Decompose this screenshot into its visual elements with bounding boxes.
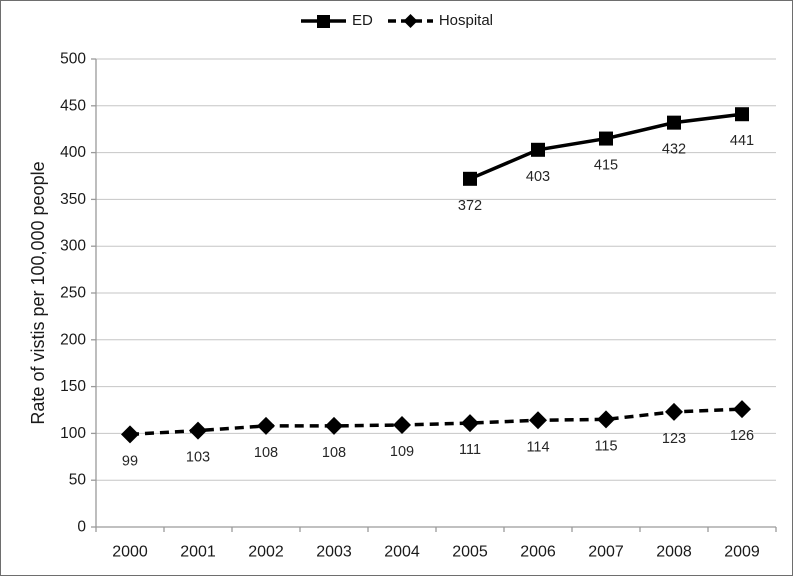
- marker-hospital: [665, 402, 683, 421]
- y-tick-label: 250: [60, 285, 86, 302]
- y-tick-label: 0: [77, 519, 86, 536]
- marker-hospital: [733, 400, 751, 419]
- marker-ed: [599, 131, 613, 146]
- x-tick-label: 2005: [452, 544, 488, 561]
- x-tick-label: 2001: [180, 544, 216, 561]
- data-label-hospital: 109: [390, 444, 414, 460]
- y-axis-title: Rate of vistis per 100,000 people: [28, 161, 48, 424]
- marker-ed: [463, 171, 477, 186]
- data-label-hospital: 126: [730, 428, 754, 444]
- marker-hospital: [325, 416, 343, 435]
- marker-hospital: [393, 415, 411, 434]
- marker-hospital: [257, 416, 275, 435]
- data-label-hospital: 123: [662, 431, 686, 447]
- x-tick-label: 2003: [316, 544, 352, 561]
- data-label-ed: 432: [662, 142, 686, 158]
- x-tick-label: 2008: [656, 544, 692, 561]
- y-tick-label: 350: [60, 191, 86, 208]
- y-tick-label: 450: [60, 97, 86, 114]
- x-tick-label: 2004: [384, 544, 420, 561]
- y-tick-label: 500: [60, 51, 86, 68]
- marker-hospital: [189, 421, 207, 440]
- marker-hospital: [121, 425, 139, 444]
- x-tick-label: 2009: [724, 544, 760, 561]
- data-label-hospital: 115: [594, 438, 617, 454]
- marker-ed: [735, 107, 749, 122]
- x-tick-label: 2007: [588, 544, 624, 561]
- y-tick-label: 400: [60, 144, 86, 161]
- y-tick-label: 200: [60, 331, 86, 348]
- marker-hospital: [597, 410, 615, 429]
- x-tick-label: 2002: [248, 544, 284, 561]
- y-tick-label: 50: [69, 472, 87, 489]
- series-line-hospital: [129, 407, 743, 437]
- data-label-ed: 441: [730, 133, 754, 149]
- y-tick-label: 300: [60, 238, 86, 255]
- marker-hospital: [461, 414, 479, 433]
- data-label-hospital: 114: [526, 439, 549, 455]
- marker-ed: [531, 142, 545, 157]
- y-tick-label: 150: [60, 378, 86, 395]
- data-label-hospital: 111: [459, 442, 481, 458]
- data-label-ed: 415: [594, 158, 618, 174]
- data-label-hospital: 103: [186, 450, 210, 466]
- data-label-hospital: 99: [122, 453, 138, 469]
- marker-ed: [667, 115, 681, 130]
- data-label-ed: 372: [458, 198, 482, 214]
- x-tick-label: 2006: [520, 544, 556, 561]
- data-label-ed: 403: [526, 169, 550, 185]
- x-tick-label: 2000: [112, 544, 148, 561]
- y-tick-label: 100: [60, 425, 86, 442]
- data-label-hospital: 108: [254, 445, 278, 461]
- marker-hospital: [529, 411, 547, 430]
- data-label-hospital: 108: [322, 445, 346, 461]
